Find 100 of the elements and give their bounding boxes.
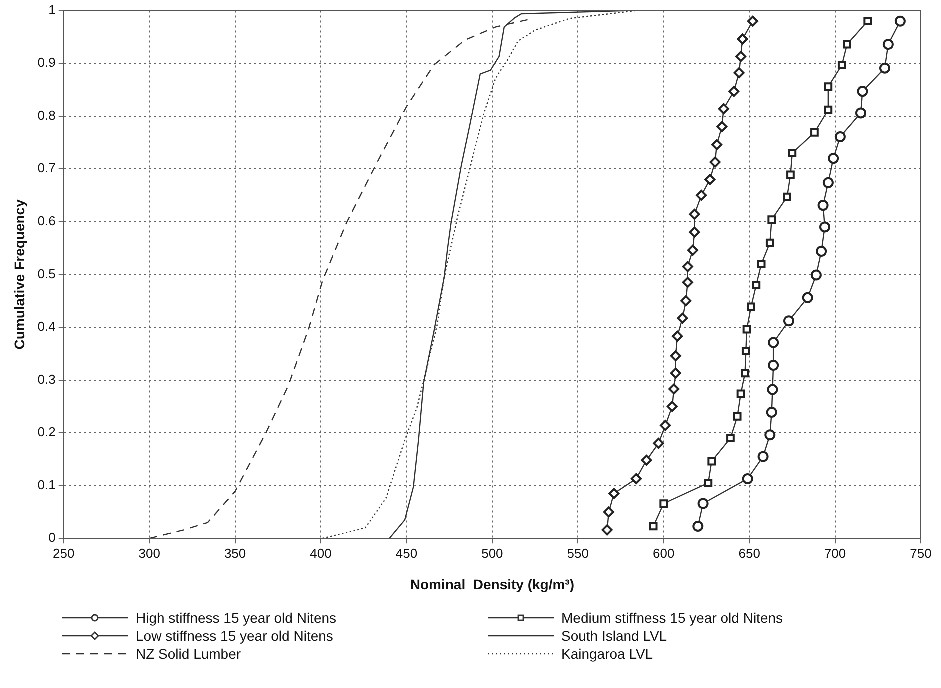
point [834,131,846,142]
point [653,438,664,450]
point [843,40,852,49]
point [742,325,752,334]
point [758,451,769,462]
y-tick-label: 0.9 [38,55,56,70]
y-tick-label: 0.3 [38,372,56,387]
point [802,292,814,304]
point [602,524,613,536]
point [692,520,704,532]
point [716,121,728,132]
point [864,17,872,26]
y-tick-label: 0.1 [38,477,56,492]
point [682,277,694,288]
point [736,390,746,398]
legend-label: NZ Solid Lumber [136,646,242,662]
point [736,51,747,62]
point [660,500,668,508]
point [894,16,906,27]
x-tick-label: 750 [910,546,932,561]
point [747,302,756,312]
x-tick-label: 450 [396,546,418,561]
point [728,86,740,98]
y-tick-label: 0 [48,530,56,546]
point [704,174,716,186]
point [689,226,700,238]
legend-label: Low stiffness 15 year old Nitens [136,628,334,644]
point [783,192,792,202]
point [764,430,776,441]
point [786,170,795,180]
point [682,261,694,272]
legend-label: Medium stiffness 15 year old Nitens [562,610,784,626]
legend-label: Kaingaroa LVL [562,646,654,662]
x-tick-label: 350 [224,546,246,561]
point [666,401,678,412]
point [680,296,692,307]
x-tick-label: 600 [653,546,675,561]
y-tick-label: 1 [48,2,56,18]
x-tick-label: 700 [824,546,846,561]
point [737,34,748,45]
point [608,488,620,500]
point [820,222,830,233]
x-axis-title: Nominal Density (kg/m³) [410,576,575,592]
y-axis-title: Cumulative Frequency [11,199,28,350]
point [882,39,894,50]
point [784,316,795,327]
point [818,200,829,212]
point [670,368,682,379]
point [696,190,708,202]
point [857,86,868,98]
point [704,479,713,488]
point [708,457,716,466]
y-tick-label: 0.2 [38,424,56,440]
point [768,337,780,348]
point [810,270,822,281]
point [718,103,730,114]
point [810,128,819,137]
point [824,82,833,91]
point [668,384,680,395]
x-tick-label: 500 [482,546,504,561]
x-tick-label: 550 [567,546,589,561]
y-tick-label: 0.5 [38,266,56,282]
point [712,139,723,150]
point [672,330,684,342]
point [741,369,750,378]
point [726,434,735,442]
point [698,498,709,510]
point [768,216,776,224]
point [752,281,761,290]
x-tick-label: 250 [53,546,75,561]
x-tick-label: 400 [310,546,332,561]
point [733,412,742,421]
point [689,209,700,220]
point [767,384,778,396]
x-tick-label: 650 [738,546,760,561]
point [768,360,780,371]
point [641,454,652,466]
point [788,149,797,158]
point [824,106,833,114]
point [604,506,615,518]
point [828,153,840,164]
point [757,260,766,268]
point [742,473,754,484]
point [660,420,672,432]
point [822,177,834,188]
point [766,406,778,418]
point [816,246,828,257]
point [688,244,699,256]
point [710,156,721,168]
point [649,522,658,531]
legend-label: South Island LVL [562,628,668,644]
point [742,347,750,356]
point [856,108,866,119]
y-tick-label: 0.7 [38,160,56,176]
legend-label: High stiffness 15 year old Nitens [136,610,337,626]
point [880,62,890,74]
point [734,68,745,79]
point [838,60,846,70]
x-tick-label: 300 [138,546,160,561]
point [748,16,759,27]
